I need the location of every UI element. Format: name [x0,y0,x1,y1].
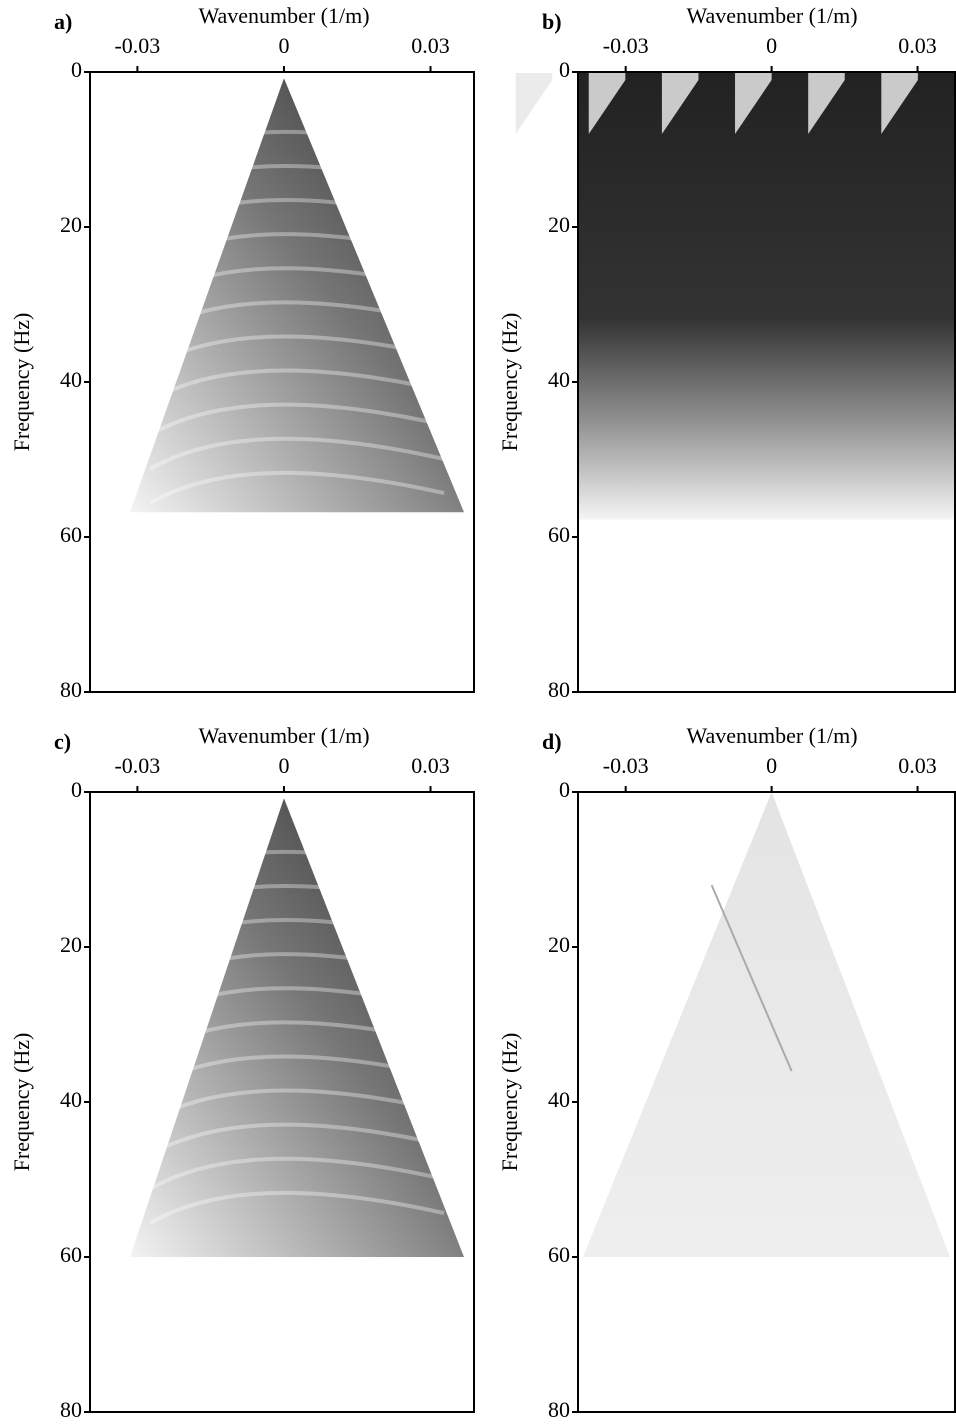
y-tick-label: 0 [559,57,570,82]
spectrum-band [148,883,445,918]
spectrum [583,792,950,1257]
spectrum-band [148,300,445,335]
y-axis-title: Frequency (Hz) [9,1033,34,1172]
spectrum-gap [515,73,553,134]
y-tick-label: 0 [71,777,82,802]
spectrum-band [148,1156,445,1191]
spectrum-band [148,232,445,267]
spectrum-gap [588,73,626,134]
spectrum-gap [661,73,699,134]
y-tick-label: 60 [60,522,82,547]
y-axis-title: Frequency (Hz) [497,313,522,452]
panel-label: d) [542,729,562,754]
y-tick-label: 20 [548,212,570,237]
y-tick-label: 60 [60,1242,82,1267]
panel-label: a) [54,9,72,34]
spectrum-band [148,986,445,1021]
x-axis-title: Wavenumber (1/m) [686,723,857,748]
x-axis-title: Wavenumber (1/m) [198,723,369,748]
y-tick-label: 80 [548,677,570,702]
spectrum [579,73,954,520]
spectrum-band [148,1122,445,1157]
spectrum-gap [735,73,772,134]
spectrum [130,798,464,1257]
spectrum-band [148,470,445,505]
y-tick-label: 0 [71,57,82,82]
spectrum [130,78,464,513]
y-tick-label: 40 [548,1087,570,1112]
y-tick-label: 80 [60,677,82,702]
x-tick-label: 0.03 [898,753,937,778]
y-tick-label: 20 [60,932,82,957]
x-tick-label: -0.03 [114,753,160,778]
spectrum-band [148,368,445,403]
spectrum-band [148,1054,445,1089]
panel-label: c) [54,729,71,754]
x-tick-label: 0.03 [411,753,450,778]
y-tick-label: 60 [548,1242,570,1267]
y-tick-label: 0 [559,777,570,802]
y-tick-label: 80 [60,1397,82,1422]
y-tick-label: 20 [548,932,570,957]
spectrum-band [148,334,445,369]
x-tick-label: 0 [766,753,777,778]
spectrum-band [148,1020,445,1055]
spectrum-band [148,129,445,164]
x-tick-label: 0.03 [411,33,450,58]
x-tick-label: 0 [278,753,289,778]
panel-label: b) [542,9,562,34]
y-axis-title: Frequency (Hz) [9,313,34,452]
x-tick-label: -0.03 [603,753,649,778]
y-tick-label: 20 [60,212,82,237]
spectrum-gap [808,73,845,134]
spectrum-band [148,198,445,233]
x-axis-title: Wavenumber (1/m) [198,3,369,28]
x-tick-label: 0 [766,33,777,58]
spectrum-line [710,884,793,1072]
spectrum-band [148,163,445,198]
y-tick-label: 60 [548,522,570,547]
y-axis-title: Frequency (Hz) [497,1033,522,1172]
spectrum-band [148,436,445,471]
y-tick-label: 40 [548,367,570,392]
spectrum-band [148,266,445,301]
y-tick-label: 40 [60,367,82,392]
x-axis-title: Wavenumber (1/m) [686,3,857,28]
y-tick-label: 40 [60,1087,82,1112]
y-tick-label: 80 [548,1397,570,1422]
spectrum-band [148,402,445,437]
spectrum-gap [881,73,918,134]
spectrum-band [148,1190,445,1225]
x-tick-label: -0.03 [603,33,649,58]
spectrum-band [148,1088,445,1123]
spectrum-band [148,849,445,884]
x-tick-label: -0.03 [114,33,160,58]
spectrum-band [148,952,445,987]
x-tick-label: 0.03 [898,33,937,58]
x-tick-label: 0 [278,33,289,58]
spectrum-band [148,918,445,953]
